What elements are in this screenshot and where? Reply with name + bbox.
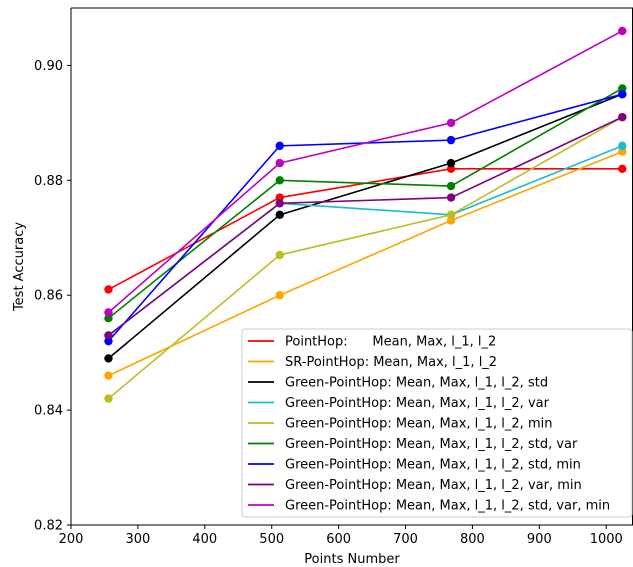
- data-point: [446, 135, 456, 145]
- data-point: [618, 112, 627, 122]
- x-tick-label: 500: [259, 532, 284, 547]
- data-point: [446, 193, 456, 202]
- ticks: 200 300 400 500 600 700 800 900 1000 0.82 0.84 0.86…: [34, 59, 623, 547]
- x-tick-label: 300: [125, 532, 150, 547]
- data-point: [275, 250, 284, 260]
- data-point: [275, 291, 284, 300]
- data-point: [446, 118, 456, 128]
- series-line-4: [107, 145, 623, 337]
- data-point: [446, 181, 456, 191]
- data-point: [104, 285, 113, 294]
- series-line-9: [107, 30, 623, 314]
- x-tick-label: 700: [393, 532, 418, 547]
- series-line-8: [107, 116, 623, 337]
- legend-label: Green-PointHop: Mean, Max, l_1, l_2, std…: [285, 458, 581, 473]
- y-tick-label: 0.88: [34, 174, 63, 189]
- data-point: [275, 210, 284, 219]
- data-point: [618, 164, 627, 174]
- data-point: [618, 89, 627, 99]
- plot-points: [104, 26, 627, 403]
- series-line-2: [108, 150, 623, 377]
- series-line-1: [108, 168, 623, 291]
- x-tick-label: 600: [326, 532, 351, 547]
- data-point: [618, 26, 627, 36]
- data-point: [618, 147, 627, 156]
- data-point: [446, 210, 456, 219]
- data-point: [618, 84, 627, 93]
- legend-label: Green-PointHop: Mean, Max, l_1, l_2, min: [285, 417, 552, 432]
- series-line-5: [107, 116, 623, 400]
- legend-label: SR-PointHop: Mean, Max, l_1, l_2: [285, 355, 497, 370]
- data-point: [104, 314, 113, 323]
- data-point: [104, 371, 113, 380]
- x-tick-label: 800: [460, 532, 485, 547]
- data-point: [446, 164, 456, 174]
- x-tick-label: 200: [59, 532, 84, 547]
- y-axis-label: Test Accuracy: [12, 222, 27, 312]
- legend-label: Green-PointHop: Mean, Max, l_1, l_2, std…: [285, 499, 610, 514]
- data-point: [104, 394, 113, 403]
- legend-box: [241, 328, 633, 518]
- series-line-6: [107, 87, 623, 319]
- y-tick-label: 0.90: [34, 59, 63, 74]
- data-point: [618, 141, 627, 151]
- x-tick-label: 400: [192, 532, 217, 547]
- legend-label: Green-PointHop: Mean, Max, l_1, l_2, var: [285, 396, 550, 411]
- legend-label: Green-PointHop: Mean, Max, l_1, l_2, std…: [285, 437, 578, 452]
- x-tick-label: 900: [527, 532, 552, 547]
- x-axis-label: Points Number: [304, 552, 400, 567]
- data-point: [275, 199, 284, 208]
- plot-lines: [107, 30, 623, 400]
- data-point: [275, 158, 284, 168]
- data-point: [275, 141, 284, 151]
- x-tick-label: 1000: [590, 532, 623, 547]
- y-tick-label: 0.84: [34, 404, 63, 419]
- legend-label: PointHop: Mean, Max, l_1, l_2: [285, 335, 496, 350]
- series-line-7: [107, 93, 623, 342]
- series-line-3: [107, 93, 623, 360]
- data-point: [104, 354, 113, 363]
- data-point: [446, 216, 456, 225]
- data-point: [275, 193, 284, 202]
- y-tick-label: 0.86: [34, 289, 63, 304]
- legend: PointHop: Mean, Max, l_1, l_2 SR-PointHop…: [241, 328, 633, 518]
- y-tick-label: 0.82: [34, 519, 63, 534]
- legend-label: Green-PointHop: Mean, Max, l_1, l_2, var…: [285, 478, 582, 493]
- data-point: [104, 336, 113, 346]
- data-point: [275, 176, 284, 185]
- data-point: [446, 158, 456, 168]
- data-point: [104, 331, 113, 340]
- legend-label: Green-PointHop: Mean, Max, l_1, l_2, std: [285, 376, 548, 391]
- data-point: [104, 308, 113, 317]
